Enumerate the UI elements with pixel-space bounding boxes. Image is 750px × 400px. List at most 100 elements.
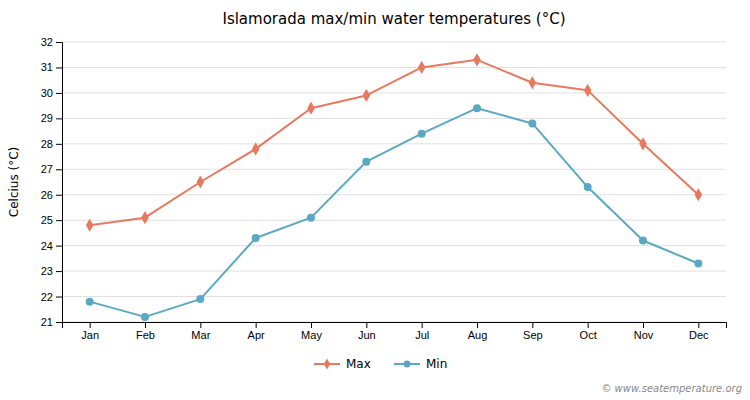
x-tick-label: Feb: [136, 329, 155, 341]
axis-line: [63, 323, 727, 329]
x-tick-label: Sep: [523, 329, 543, 341]
marker: [252, 234, 260, 242]
x-tick: Oct: [580, 322, 597, 341]
grid-line: [62, 296, 726, 297]
x-tick-label: Aug: [468, 329, 488, 341]
y-tick: 29: [41, 112, 62, 124]
x-tick: Jun: [358, 322, 376, 341]
x-tick-label: Jan: [81, 329, 99, 341]
y-tick-mark: [56, 322, 62, 323]
x-tick-mark: [90, 322, 91, 328]
grid-line: [62, 271, 726, 272]
x-tick-label: Apr: [248, 329, 265, 341]
x-tick-mark: [145, 322, 146, 328]
marker: [307, 102, 315, 115]
x-tick: Nov: [634, 322, 654, 341]
legend-label: Max: [346, 357, 371, 371]
y-tick-mark: [56, 220, 62, 221]
y-tick-label: 21: [41, 316, 53, 328]
x-axis: Jan Feb Mar Apr May Jun Jul Aug Sep Oct Nov Dec: [63, 322, 727, 341]
x-tick: Dec: [689, 322, 709, 341]
x-tick: Aug: [468, 322, 488, 341]
legend-item: Min: [394, 357, 447, 371]
x-tick-label: Jun: [358, 329, 376, 341]
marker: [196, 295, 204, 303]
x-tick: Jul: [415, 322, 429, 341]
x-tick: May: [301, 322, 322, 341]
y-tick-label: 24: [41, 240, 53, 252]
x-tick-label: Oct: [580, 329, 597, 341]
marker: [86, 298, 94, 306]
marker: [473, 53, 481, 66]
x-tick-mark: [643, 322, 644, 328]
legend-marker: [404, 361, 411, 368]
y-tick-label: 26: [41, 189, 53, 201]
y-tick-mark: [56, 144, 62, 145]
y-tick-mark: [56, 271, 62, 272]
y-tick-label: 25: [41, 214, 53, 226]
grid-line: [62, 118, 726, 119]
series-markers: [86, 53, 702, 232]
y-tick: 27: [41, 163, 62, 175]
y-tick-label: 32: [41, 36, 53, 48]
grid-line: [62, 194, 726, 195]
y-tick-label: 28: [41, 138, 53, 150]
x-tick-mark: [366, 322, 367, 328]
y-tick-mark: [56, 67, 62, 68]
x-tick-mark: [311, 322, 312, 328]
grid-line: [62, 92, 726, 93]
x-tick-label: Jul: [415, 329, 429, 341]
chart: Jan Feb Mar Apr May Jun Jul Aug Sep Oct Nov Dec 21 22…: [0, 0, 750, 400]
y-tick: 23: [41, 265, 62, 277]
x-tick-mark: [477, 322, 478, 328]
marker: [197, 175, 205, 188]
marker: [418, 130, 426, 138]
x-tick-mark: [588, 322, 589, 328]
marker: [86, 219, 94, 232]
y-tick: 28: [41, 138, 62, 150]
grid-line: [62, 67, 726, 68]
x-tick-mark: [422, 322, 423, 328]
series-markers: [86, 104, 703, 321]
marker: [584, 183, 592, 191]
y-tick: 25: [41, 214, 62, 226]
legend-marker: [324, 358, 330, 369]
grid-line: [62, 169, 726, 170]
series-line: [90, 108, 699, 317]
legend-label: Min: [426, 357, 447, 371]
y-tick-mark: [56, 169, 62, 170]
plot: Jan Feb Mar Apr May Jun Jul Aug Sep Oct Nov Dec 21 22…: [41, 36, 727, 341]
marker: [307, 214, 315, 222]
marker: [639, 137, 647, 150]
marker: [694, 259, 702, 267]
y-axis-title: Celcius (°C): [7, 147, 21, 217]
x-tick-label: Dec: [689, 329, 709, 341]
y-tick-label: 27: [41, 163, 53, 175]
y-tick-label: 22: [41, 291, 53, 303]
grid-line: [62, 42, 726, 43]
marker: [584, 84, 592, 97]
marker: [141, 313, 149, 321]
y-tick-mark: [56, 246, 62, 247]
series-line: [90, 60, 699, 225]
y-axis: 21 22 23 24 25 26 27 28 29 30 31 32: [41, 36, 63, 328]
y-tick-label: 31: [41, 61, 53, 73]
x-tick-mark: [532, 322, 533, 328]
marks: [86, 53, 703, 321]
x-tick: Feb: [136, 322, 155, 341]
x-tick: Jan: [81, 322, 99, 341]
marker: [528, 119, 536, 127]
x-tick: Mar: [191, 322, 210, 341]
x-tick-label: May: [301, 329, 322, 341]
y-tick-label: 30: [41, 87, 53, 99]
marker: [695, 188, 703, 201]
marker: [639, 237, 647, 245]
y-tick: 26: [41, 189, 62, 201]
grid-line: [62, 143, 726, 144]
y-tick: 22: [41, 291, 62, 303]
marker: [363, 89, 371, 102]
annotation: © www.seatemperature.org: [601, 383, 742, 394]
legend: Max Min: [314, 357, 447, 371]
marker: [418, 61, 426, 74]
marker: [529, 76, 537, 89]
